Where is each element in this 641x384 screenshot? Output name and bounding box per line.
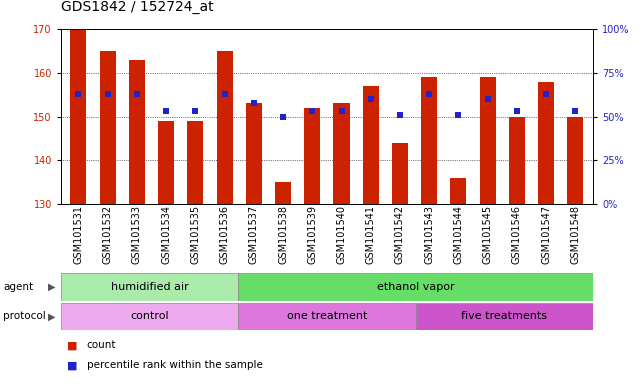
Text: ■: ■ <box>67 360 78 370</box>
Bar <box>158 121 174 204</box>
Text: one treatment: one treatment <box>287 311 367 321</box>
Bar <box>538 81 554 204</box>
Text: GSM101546: GSM101546 <box>512 205 522 264</box>
Text: agent: agent <box>3 282 33 292</box>
Text: count: count <box>87 340 116 350</box>
Text: GSM101539: GSM101539 <box>307 205 317 264</box>
Text: GSM101540: GSM101540 <box>337 205 347 264</box>
Text: GSM101536: GSM101536 <box>220 205 229 264</box>
Bar <box>451 178 467 204</box>
Bar <box>61 303 238 330</box>
Text: GSM101538: GSM101538 <box>278 205 288 264</box>
Text: ■: ■ <box>67 340 78 350</box>
Text: GSM101548: GSM101548 <box>570 205 580 264</box>
Bar <box>187 121 203 204</box>
Text: ▶: ▶ <box>47 311 55 321</box>
Text: GSM101534: GSM101534 <box>161 205 171 264</box>
Text: GDS1842 / 152724_at: GDS1842 / 152724_at <box>61 0 213 14</box>
Bar <box>304 108 320 204</box>
Bar <box>246 103 262 204</box>
Bar <box>217 51 233 204</box>
Bar <box>275 182 291 204</box>
Text: GSM101537: GSM101537 <box>249 205 259 264</box>
Text: five treatments: five treatments <box>462 311 547 321</box>
Text: GSM101541: GSM101541 <box>366 205 376 264</box>
Bar <box>509 117 525 204</box>
Bar <box>99 51 116 204</box>
Text: GSM101547: GSM101547 <box>541 205 551 264</box>
Text: protocol: protocol <box>3 311 46 321</box>
Bar <box>363 86 379 204</box>
Text: GSM101533: GSM101533 <box>132 205 142 264</box>
Bar <box>421 77 437 204</box>
Text: ethanol vapor: ethanol vapor <box>377 282 454 292</box>
Text: GSM101531: GSM101531 <box>74 205 83 264</box>
Bar <box>61 273 238 301</box>
Text: GSM101544: GSM101544 <box>453 205 463 264</box>
Text: GSM101542: GSM101542 <box>395 205 405 264</box>
Bar <box>238 303 415 330</box>
Bar <box>479 77 495 204</box>
Bar <box>415 303 593 330</box>
Bar <box>567 117 583 204</box>
Text: GSM101543: GSM101543 <box>424 205 434 264</box>
Text: percentile rank within the sample: percentile rank within the sample <box>87 360 262 370</box>
Bar <box>333 103 349 204</box>
Bar <box>238 273 593 301</box>
Bar <box>392 143 408 204</box>
Text: humidified air: humidified air <box>111 282 188 292</box>
Bar <box>129 60 145 204</box>
Text: GSM101545: GSM101545 <box>483 205 493 264</box>
Text: control: control <box>130 311 169 321</box>
Text: ▶: ▶ <box>47 282 55 292</box>
Bar <box>71 29 87 204</box>
Text: GSM101535: GSM101535 <box>190 205 201 264</box>
Text: GSM101532: GSM101532 <box>103 205 113 264</box>
